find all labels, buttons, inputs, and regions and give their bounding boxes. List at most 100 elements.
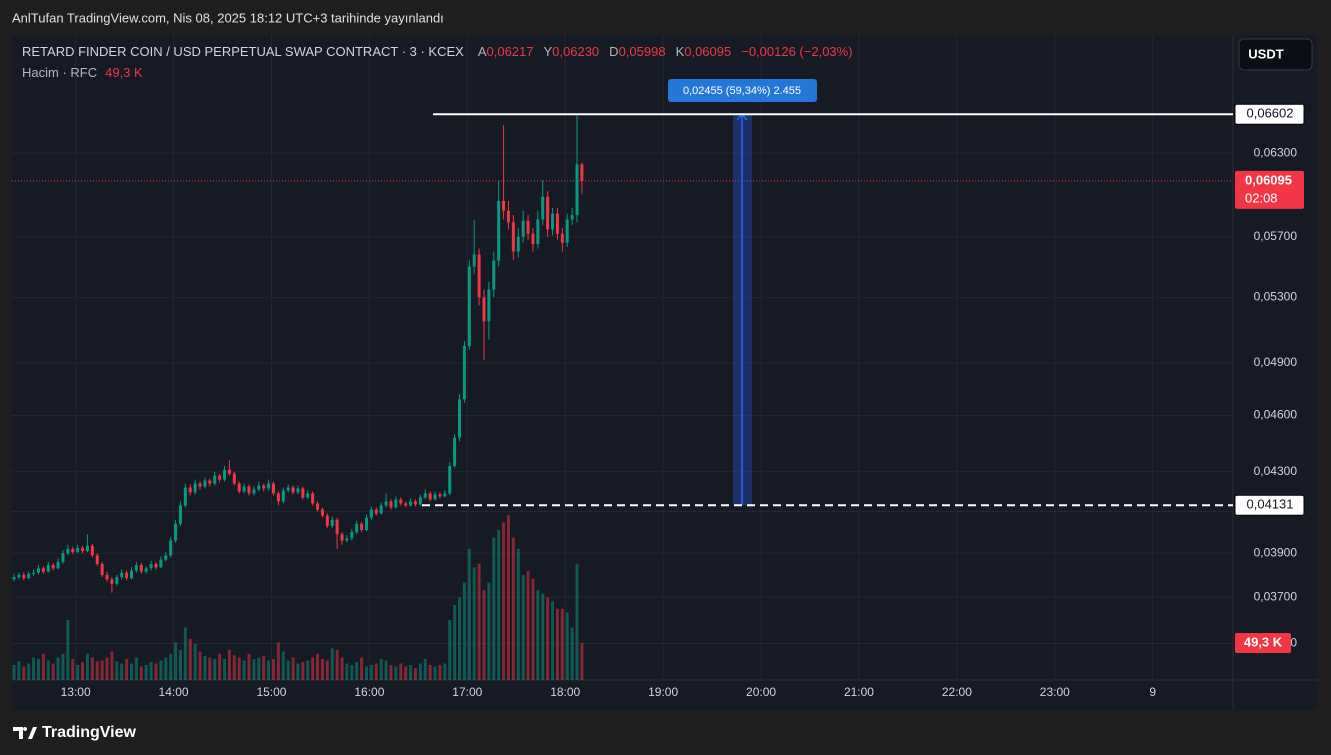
candle-body — [335, 519, 339, 535]
volume-bar — [32, 657, 36, 680]
x-tick-label: 23:00 — [1040, 685, 1070, 699]
x-tick-label: 21:00 — [844, 685, 874, 699]
volume-bar — [144, 665, 148, 680]
x-tick-label: 9 — [1149, 685, 1156, 699]
legend-key: K — [676, 44, 685, 59]
candle-body — [51, 565, 55, 569]
candle-body — [384, 501, 388, 506]
candle-body — [164, 555, 168, 560]
volume-bar — [506, 515, 510, 680]
candle-body — [46, 565, 50, 572]
volume-bar — [384, 660, 388, 680]
volume-bar — [433, 666, 437, 680]
volume-bar — [369, 665, 373, 680]
candle-body — [497, 200, 501, 261]
volume-tag — [1235, 633, 1291, 654]
candle-body — [144, 568, 148, 572]
x-tick-label: 15:00 — [256, 685, 286, 699]
candle-body — [32, 572, 36, 574]
volume-bar — [418, 663, 422, 680]
volume-bar — [453, 605, 457, 680]
volume-bar — [428, 665, 432, 680]
candle-body — [61, 553, 65, 562]
volume-bar — [203, 656, 207, 680]
volume-name: Hacim · RFC — [22, 65, 97, 80]
volume-bar — [61, 653, 65, 680]
volume-bar — [413, 668, 417, 680]
candle-body — [506, 210, 510, 223]
volume-bar — [81, 662, 85, 680]
candle-body — [66, 548, 70, 554]
volume-bar — [458, 597, 462, 680]
volume-bar — [394, 666, 398, 680]
tv-logo-icon — [13, 727, 37, 739]
legend-value: 0,06230 — [552, 44, 599, 59]
volume-bar — [350, 665, 354, 680]
brand: TradingView — [42, 724, 137, 741]
candle-body — [487, 289, 491, 322]
volume-bar — [560, 608, 564, 680]
x-tick-label: 14:00 — [159, 685, 189, 699]
volume-bar — [71, 659, 75, 680]
volume-bar — [213, 659, 217, 680]
candle-body — [262, 485, 266, 489]
volume-value: 49,3 K — [105, 65, 143, 80]
candle-body — [276, 493, 280, 502]
candle-body — [580, 164, 584, 181]
axes: 0,06300 0,05700 0,05300 0,04900 0,04600 0,043… — [61, 103, 1305, 699]
volume-bar — [115, 661, 119, 680]
candle-body — [169, 540, 173, 556]
volume-bar — [565, 612, 569, 680]
candle-body — [232, 473, 236, 484]
x-tick-label: 17:00 — [452, 685, 482, 699]
currency-button[interactable] — [1238, 38, 1313, 71]
candle-body — [433, 494, 437, 500]
candle-body — [242, 486, 246, 492]
volume-bar — [580, 643, 584, 680]
volume-bar — [482, 590, 486, 680]
volume-bar — [541, 593, 545, 680]
volume-bar — [487, 582, 491, 680]
countdown-label: 02:08 — [1245, 190, 1278, 205]
volume-bar — [325, 660, 329, 680]
candle-body — [453, 437, 457, 467]
candle-body — [198, 483, 202, 487]
volume-bar — [110, 651, 114, 680]
candle-body — [467, 266, 471, 347]
volume-bar — [85, 653, 89, 680]
x-tick-label: 18:00 — [550, 685, 580, 699]
legend-change: −0,00126 (−2,03%) — [741, 44, 852, 59]
measure-label: 0,02455 (59,34%) 2.455 — [683, 85, 801, 97]
volume-bar — [546, 597, 550, 680]
candle-body — [291, 487, 295, 493]
candle-body — [458, 399, 462, 438]
legend-value: 0,06217 — [487, 44, 534, 59]
volume-bar — [355, 662, 359, 680]
volume-bar — [95, 661, 99, 680]
volume-bar — [462, 582, 466, 680]
volume-bar — [257, 657, 261, 680]
candle-body — [100, 563, 104, 575]
candle-body — [472, 254, 476, 267]
candle-body — [389, 501, 393, 508]
candle-body — [575, 164, 579, 216]
currency-label[interactable]: USDT — [1248, 46, 1283, 61]
volume-bar — [22, 666, 26, 680]
volume-bar — [379, 659, 383, 680]
candle-body — [551, 213, 555, 230]
candle-body — [546, 196, 550, 230]
y-tick-label: 0,04600 — [1254, 408, 1298, 422]
candle-body — [36, 568, 40, 573]
candle-body — [438, 494, 442, 497]
volume-bar — [218, 653, 222, 680]
candle-body — [565, 219, 569, 243]
volume-bar — [242, 660, 246, 680]
volume-bar — [188, 638, 192, 680]
candle-body — [379, 505, 383, 514]
grid — [12, 35, 1233, 680]
candle-body — [325, 515, 329, 526]
candle-body — [41, 568, 45, 572]
candle-body — [193, 483, 197, 493]
